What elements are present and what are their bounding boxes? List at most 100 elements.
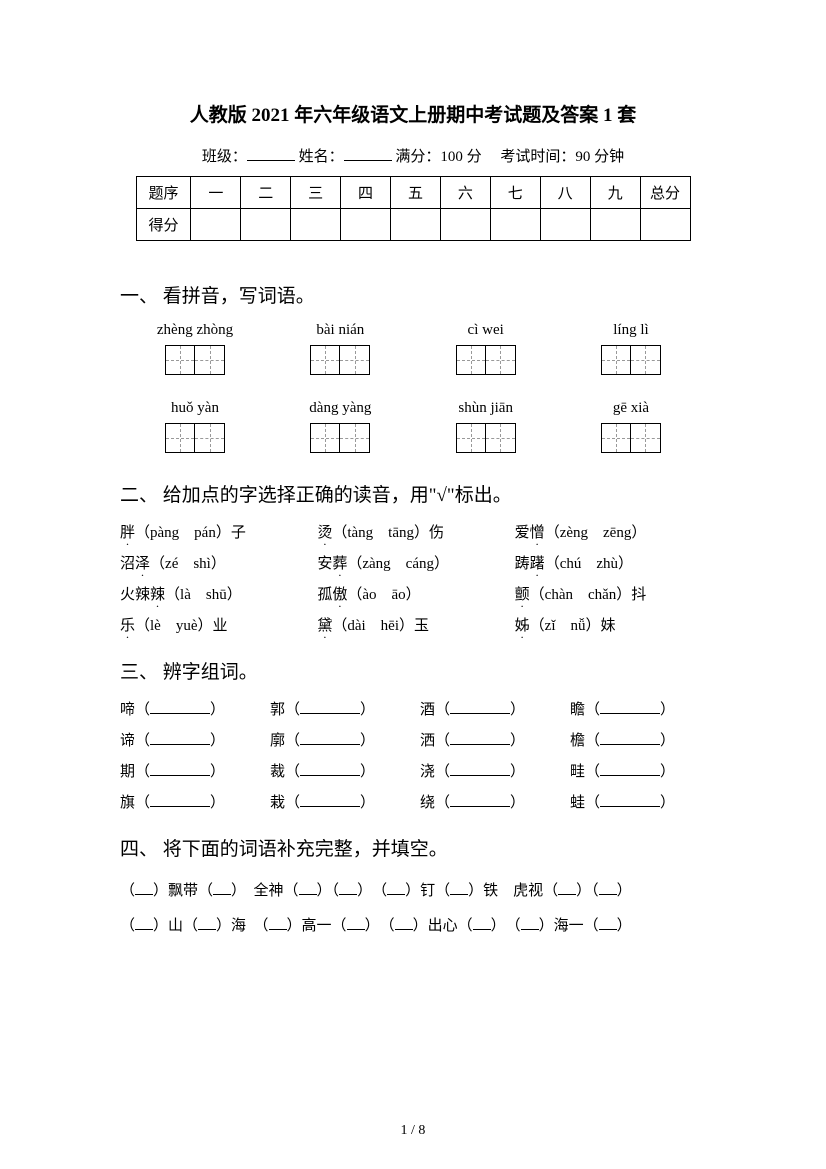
- score-cell[interactable]: [540, 209, 590, 241]
- fill-blank[interactable]: [473, 929, 491, 930]
- fill-blank[interactable]: [135, 894, 153, 895]
- name-label: 姓名：: [299, 149, 344, 165]
- fill-blank[interactable]: [599, 894, 617, 895]
- reading-item: 孤傲（ào āo）: [317, 583, 508, 604]
- reading-item: 烫（tàng tāng）伤: [317, 521, 508, 542]
- reading-item: 颤（chàn chǎn）抖: [515, 583, 706, 604]
- word-item: 浇（）: [420, 760, 556, 781]
- score-cell[interactable]: [241, 209, 291, 241]
- word-item: 裁（）: [270, 760, 406, 781]
- score-cell[interactable]: [440, 209, 490, 241]
- char-box[interactable]: [165, 345, 225, 375]
- fill-blank[interactable]: [387, 894, 405, 895]
- table-cell: 三: [291, 177, 341, 209]
- word-blank[interactable]: [300, 775, 360, 776]
- reading-grid: 胖（pàng pán）子烫（tàng tāng）伤爱憎（zèng zēng）沼泽…: [120, 521, 706, 635]
- word-grid: 啼（）郭（）酒（）瞻（）谛（）廓（）洒（）檐（）期（）裁（）浇（）畦（）旗（）栽…: [120, 698, 706, 812]
- table-header-row: 题序 一 二 三 四 五 六 七 八 九 总分: [136, 177, 690, 209]
- char-box[interactable]: [165, 423, 225, 453]
- fill-blank[interactable]: [198, 929, 216, 930]
- score-cell[interactable]: [191, 209, 241, 241]
- word-item: 瞻（）: [570, 698, 706, 719]
- fill-line-1: （）飘带（） 全神（）（） （）钉（）铁 虎视（）（）: [120, 875, 706, 908]
- fill-blank[interactable]: [339, 894, 357, 895]
- score-cell[interactable]: [291, 209, 341, 241]
- word-blank[interactable]: [450, 775, 510, 776]
- pinyin-item: gē xià: [576, 400, 686, 458]
- pinyin-item: líng lì: [576, 322, 686, 380]
- word-blank[interactable]: [150, 806, 210, 807]
- fill-blank[interactable]: [347, 929, 365, 930]
- pinyin-row-2: huǒ yàn dàng yàng shùn jiān gē xià: [120, 400, 706, 458]
- score-cell[interactable]: [640, 209, 690, 241]
- score-cell[interactable]: [341, 209, 391, 241]
- fill-blank[interactable]: [213, 894, 231, 895]
- word-blank[interactable]: [450, 744, 510, 745]
- section4-heading: 四、 将下面的词语补充完整，并填空。: [120, 834, 706, 861]
- pinyin-label: gē xià: [576, 400, 686, 417]
- document-title: 人教版 2021 年六年级语文上册期中考试题及答案 1 套: [120, 100, 706, 127]
- table-cell: 八: [540, 177, 590, 209]
- fill-blank[interactable]: [521, 929, 539, 930]
- word-blank[interactable]: [450, 806, 510, 807]
- char-box[interactable]: [456, 345, 516, 375]
- name-blank[interactable]: [344, 160, 392, 161]
- pinyin-item: huǒ yàn: [140, 400, 250, 458]
- pinyin-label: líng lì: [576, 322, 686, 339]
- pinyin-item: zhèng zhòng: [140, 322, 250, 380]
- word-item: 廓（）: [270, 729, 406, 750]
- char-box[interactable]: [310, 423, 370, 453]
- word-blank[interactable]: [150, 744, 210, 745]
- pinyin-item: bài nián: [285, 322, 395, 380]
- word-blank[interactable]: [600, 713, 660, 714]
- word-item: 蛙（）: [570, 791, 706, 812]
- section3-heading: 三、 辨字组词。: [120, 657, 706, 684]
- pinyin-label: zhèng zhòng: [140, 322, 250, 339]
- table-cell: 二: [241, 177, 291, 209]
- score-cell[interactable]: [391, 209, 441, 241]
- word-item: 檐（）: [570, 729, 706, 750]
- pinyin-label: dàng yàng: [285, 400, 395, 417]
- word-item: 畦（）: [570, 760, 706, 781]
- class-blank[interactable]: [247, 160, 295, 161]
- fill-blank[interactable]: [299, 894, 317, 895]
- word-item: 谛（）: [120, 729, 256, 750]
- word-blank[interactable]: [450, 713, 510, 714]
- pinyin-item: dàng yàng: [285, 400, 395, 458]
- score-cell[interactable]: [490, 209, 540, 241]
- fill-blank[interactable]: [558, 894, 576, 895]
- word-blank[interactable]: [300, 806, 360, 807]
- word-blank[interactable]: [600, 775, 660, 776]
- section1-heading: 一、 看拼音，写词语。: [120, 281, 706, 308]
- fill-blank[interactable]: [599, 929, 617, 930]
- fill-blank[interactable]: [135, 929, 153, 930]
- word-blank[interactable]: [300, 713, 360, 714]
- table-cell: 七: [490, 177, 540, 209]
- table-cell: 得分: [136, 209, 191, 241]
- word-blank[interactable]: [300, 744, 360, 745]
- reading-item: 安葬（zàng cáng）: [317, 552, 508, 573]
- reading-item: 踌躇（chú zhù）: [515, 552, 706, 573]
- table-cell: 九: [590, 177, 640, 209]
- fullscore-label: 满分：: [395, 149, 440, 165]
- word-blank[interactable]: [600, 744, 660, 745]
- word-item: 酒（）: [420, 698, 556, 719]
- word-blank[interactable]: [600, 806, 660, 807]
- reading-item: 爱憎（zèng zēng）: [515, 521, 706, 542]
- table-cell: 六: [440, 177, 490, 209]
- word-blank[interactable]: [150, 775, 210, 776]
- fill-blank[interactable]: [450, 894, 468, 895]
- fill-blank[interactable]: [269, 929, 287, 930]
- fill-blank[interactable]: [395, 929, 413, 930]
- word-item: 洒（）: [420, 729, 556, 750]
- pinyin-label: shùn jiān: [431, 400, 541, 417]
- char-box[interactable]: [310, 345, 370, 375]
- pinyin-label: bài nián: [285, 322, 395, 339]
- fullscore-value: 100 分: [440, 149, 481, 165]
- char-box[interactable]: [601, 423, 661, 453]
- fill-line-2: （）山（）海 （）高一（） （）出心（） （）海一（）: [120, 910, 706, 943]
- char-box[interactable]: [456, 423, 516, 453]
- score-cell[interactable]: [590, 209, 640, 241]
- word-blank[interactable]: [150, 713, 210, 714]
- char-box[interactable]: [601, 345, 661, 375]
